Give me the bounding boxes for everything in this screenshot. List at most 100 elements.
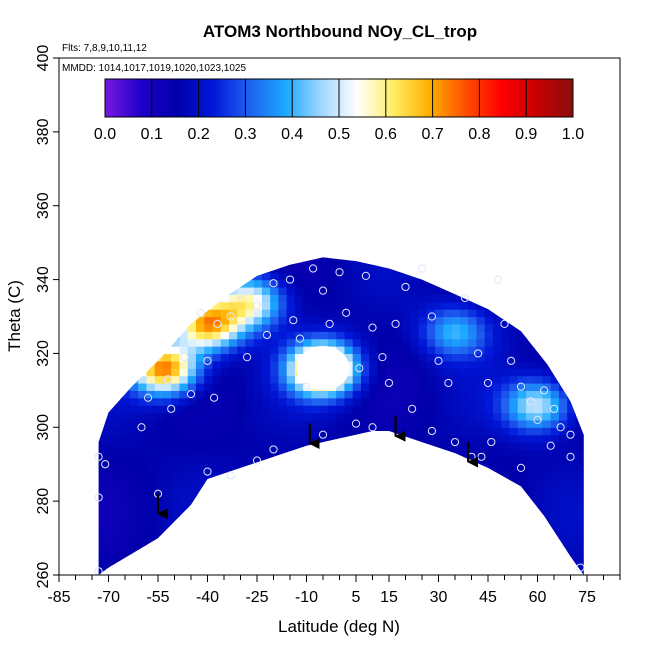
- x-tick-label: -70: [97, 589, 120, 606]
- heatmap-cell: [517, 375, 527, 384]
- sample-point: [533, 415, 542, 424]
- heatmap-cell: [237, 368, 247, 377]
- heatmap-cell: [435, 375, 445, 384]
- heatmap-cell: [327, 552, 337, 561]
- heatmap-cell: [270, 360, 280, 369]
- sample-point: [213, 319, 222, 328]
- heatmap-cell: [336, 493, 346, 502]
- heatmap-cell: [187, 382, 197, 391]
- heatmap-cell: [369, 338, 379, 347]
- heatmap-cell: [286, 486, 296, 495]
- heatmap-cell: [311, 257, 321, 266]
- heatmap-cell: [89, 287, 98, 295]
- heatmap-cell: [105, 471, 115, 480]
- heatmap-cell: [113, 382, 123, 391]
- heatmap-cell: [171, 442, 181, 451]
- heatmap-cell: [187, 545, 197, 554]
- heatmap-cell: [501, 368, 511, 377]
- heatmap-cell: [204, 243, 213, 251]
- heatmap-cell: [294, 560, 304, 569]
- heatmap-cell: [105, 294, 115, 303]
- heatmap-cell: [220, 434, 230, 443]
- heatmap-cell: [121, 346, 131, 355]
- heatmap-cell: [261, 390, 271, 399]
- heatmap-cell: [303, 338, 313, 347]
- heatmap-cell: [468, 360, 478, 369]
- heatmap-cell: [393, 493, 403, 502]
- heatmap-cell: [360, 294, 370, 303]
- heatmap-cell: [278, 390, 288, 399]
- heatmap-cell: [113, 346, 123, 355]
- heatmap-cell: [426, 375, 436, 384]
- heatmap-cell: [509, 338, 519, 347]
- heatmap-cell: [484, 501, 494, 510]
- heatmap-cell: [451, 309, 461, 318]
- heatmap-cell: [154, 316, 164, 325]
- heatmap-cell: [443, 346, 453, 355]
- heatmap-cell: [525, 501, 535, 510]
- heatmap-cell: [418, 530, 428, 539]
- heatmap-cell: [517, 434, 527, 443]
- sample-point: [444, 378, 453, 388]
- heatmap-cell: [501, 530, 511, 539]
- heatmap-cell: [253, 353, 263, 362]
- heatmap-cell: [592, 486, 601, 494]
- heatmap-cell: [237, 419, 247, 428]
- heatmap-cell: [435, 523, 445, 532]
- heatmap-cell: [584, 427, 593, 435]
- heatmap-cell: [393, 323, 403, 332]
- heatmap-cell: [534, 567, 544, 575]
- heatmap-cell: [393, 294, 403, 303]
- heatmap-cell: [253, 515, 263, 524]
- heatmap-cell: [113, 368, 123, 377]
- heatmap-cell: [435, 257, 445, 266]
- heatmap-cell: [377, 397, 387, 406]
- heatmap-cell: [138, 257, 148, 266]
- heatmap-cell: [261, 508, 271, 517]
- heatmap-cell: [517, 338, 527, 347]
- x-axis-label: Latitude (deg N): [278, 617, 400, 636]
- heatmap-cell: [369, 456, 379, 465]
- heatmap-cell: [558, 523, 568, 532]
- heatmap-cell: [89, 516, 98, 524]
- heatmap-cell: [385, 405, 395, 414]
- heatmap-cell: [352, 515, 362, 524]
- heatmap-cell: [105, 449, 115, 458]
- heatmap-cell: [427, 575, 436, 583]
- heatmap-cell: [352, 294, 362, 303]
- heatmap-cell: [501, 538, 511, 547]
- heatmap-cell: [493, 243, 502, 251]
- heatmap-cell: [344, 419, 354, 428]
- heatmap-cell: [146, 493, 156, 502]
- heatmap-cell: [89, 509, 98, 517]
- heatmap-cell: [303, 560, 313, 569]
- heatmap-cell: [501, 419, 511, 428]
- heatmap-cell: [584, 257, 593, 265]
- heatmap-cell: [146, 560, 156, 569]
- heatmap-cell: [492, 338, 502, 347]
- heatmap-cell: [105, 501, 115, 510]
- heatmap-cell: [204, 427, 214, 436]
- heatmap-cell: [179, 331, 189, 340]
- heatmap-cell: [344, 294, 354, 303]
- heatmap-cell: [435, 538, 445, 547]
- heatmap-cell: [451, 493, 461, 502]
- heatmap-cell: [567, 552, 577, 561]
- heatmap-cell: [360, 309, 370, 318]
- heatmap-cell: [129, 442, 139, 451]
- heatmap-cell: [253, 560, 263, 569]
- heatmap-cell: [344, 375, 354, 384]
- heatmap-cell: [253, 257, 263, 266]
- heatmap-cell: [204, 368, 214, 377]
- heatmap-cell: [237, 279, 247, 288]
- heatmap-cell: [451, 567, 461, 575]
- heatmap-cell: [517, 368, 527, 377]
- heatmap-cell: [468, 552, 478, 561]
- heatmap-cell: [195, 375, 205, 384]
- heatmap-cell: [162, 478, 172, 487]
- heatmap-cell: [501, 397, 511, 406]
- heatmap-cell: [418, 382, 428, 391]
- heatmap-cell: [592, 435, 601, 443]
- heatmap-cell: [261, 478, 271, 487]
- heatmap-cell: [443, 545, 453, 554]
